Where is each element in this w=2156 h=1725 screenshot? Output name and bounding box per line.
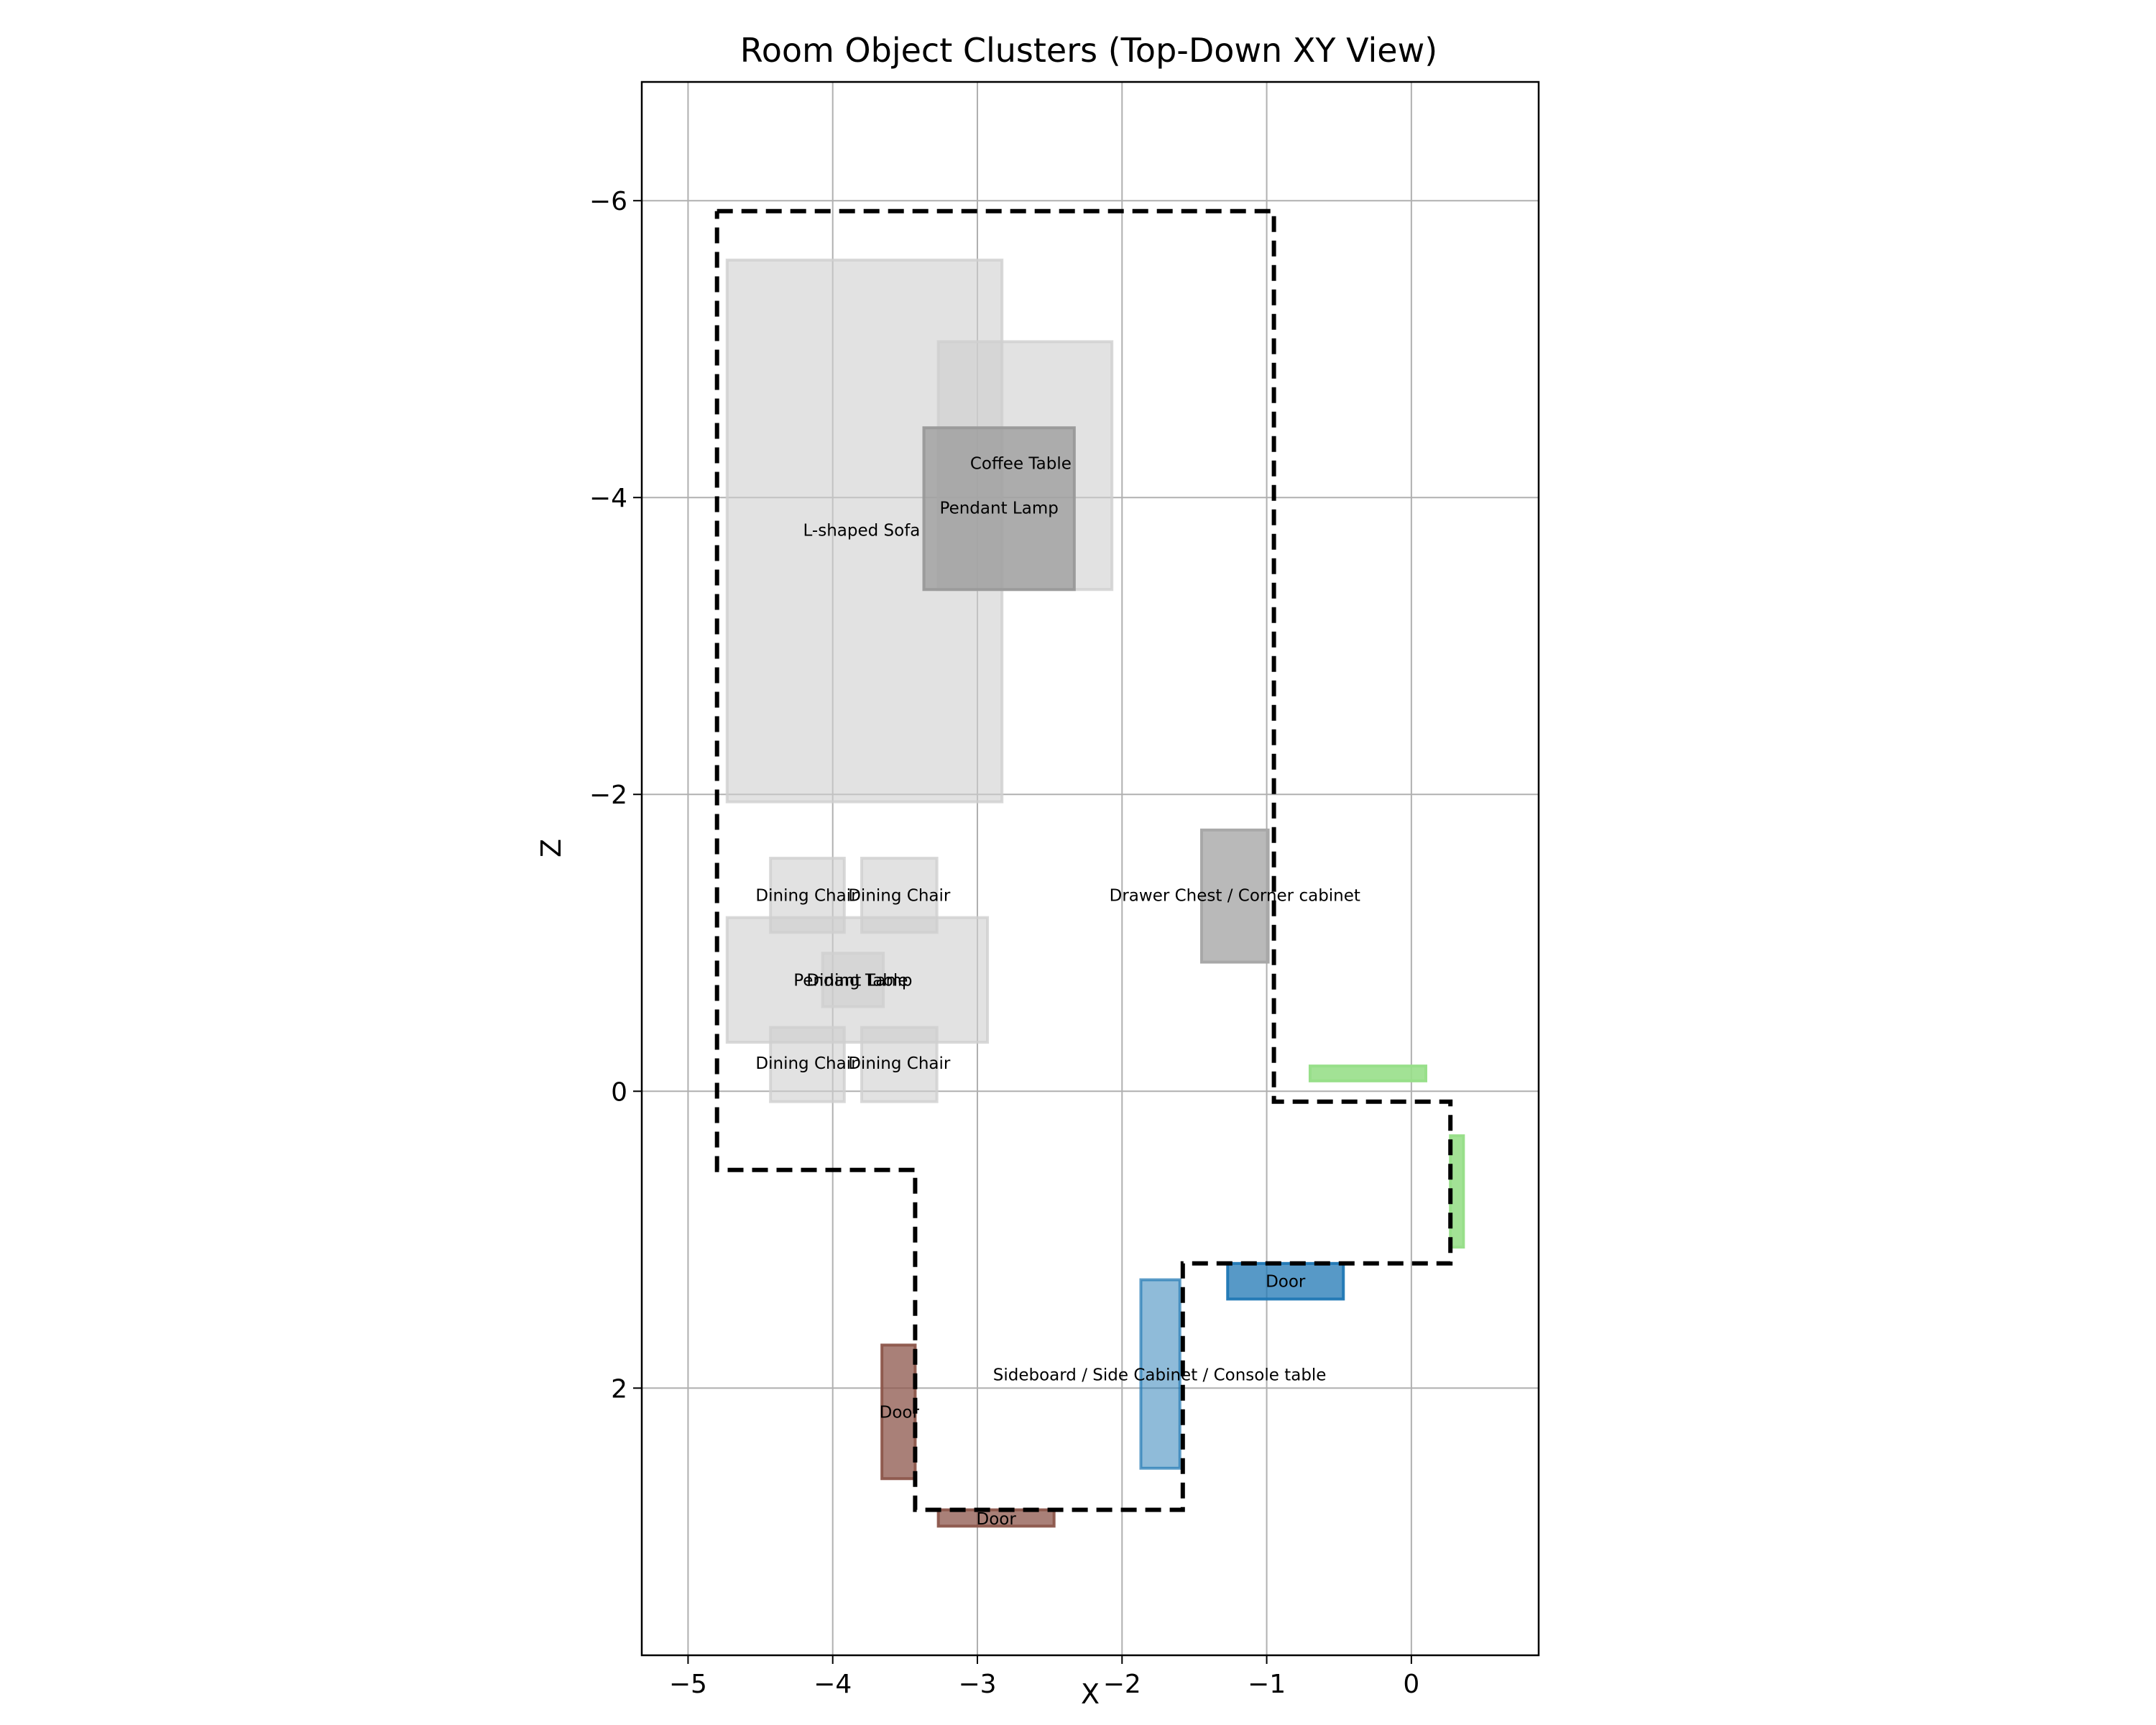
object-rect [936, 1508, 1056, 1528]
x-tick-label: −4 [814, 1670, 852, 1699]
object-rect [1199, 828, 1270, 964]
object-rect [1139, 1278, 1181, 1470]
object-label: Dining Chair [848, 1054, 951, 1073]
y-tick-label: 2 [611, 1374, 627, 1404]
x-axis-label: X [1081, 1678, 1100, 1710]
y-tick-label: −4 [589, 484, 627, 513]
object-label: Drawer Chest / Corner cabinet [1110, 887, 1360, 906]
x-tick-label: −5 [669, 1670, 707, 1699]
object-label: Pendant Lamp [793, 971, 912, 990]
object-rect [922, 426, 1076, 592]
object-label: Dining Chair [848, 887, 951, 906]
object-label: Coffee Table [970, 455, 1072, 474]
object-label: Door [880, 1403, 920, 1422]
object-label: Pendant Lamp [940, 500, 1059, 518]
object-label: Door [1266, 1273, 1306, 1292]
object-rect [769, 1026, 846, 1103]
chart-title: Room Object Clusters (Top-Down XY View) [740, 31, 1437, 70]
plot-frame [640, 80, 1540, 1657]
y-tick-label: 0 [611, 1077, 627, 1107]
object-rect [860, 1026, 939, 1103]
y-axis-label: Z [535, 839, 567, 857]
object-rect [1226, 1261, 1345, 1301]
room-boundary-layer [714, 208, 1453, 1512]
y-tick-label: −6 [589, 187, 627, 216]
x-axis-ticks: −5 −4 −3 −2 −1 0 [669, 1655, 1419, 1699]
x-tick-label: −1 [1248, 1670, 1286, 1699]
object-label: Sideboard / Side Cabinet / Console table [993, 1366, 1327, 1385]
object-label: Dining Chair [755, 887, 858, 906]
y-axis-ticks: −6 −4 −2 0 2 [589, 187, 642, 1404]
object-rect [821, 952, 885, 1008]
x-tick-label: −3 [958, 1670, 996, 1699]
object-label: Dining Chair [755, 1054, 858, 1073]
object-rect [725, 916, 990, 1044]
y-tick-label: −2 [589, 781, 627, 810]
object-rect [1308, 1064, 1427, 1082]
object-label: Dining Table [806, 971, 908, 990]
object-rects [725, 258, 1465, 1528]
room-boundary [714, 208, 1453, 1512]
object-labels: L-shaped Sofa Pendant Lamp Coffee Table Din… [755, 455, 1360, 1529]
object-label: L-shaped Sofa [803, 522, 921, 540]
x-tick-label: 0 [1403, 1670, 1419, 1699]
x-tick-label: −2 [1103, 1670, 1141, 1699]
object-label: Door [977, 1510, 1017, 1529]
